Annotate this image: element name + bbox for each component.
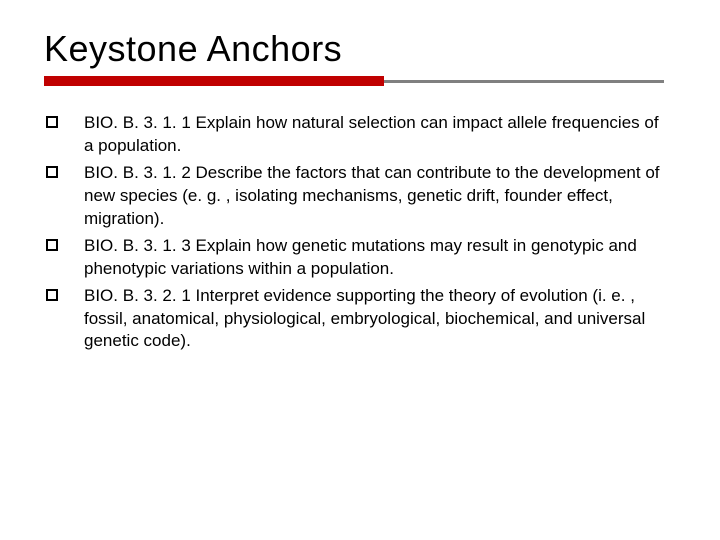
square-bullet-icon — [46, 289, 58, 301]
slide: Keystone Anchors BIO. B. 3. 1. 1 Explain… — [0, 0, 720, 540]
list-item: BIO. B. 3. 1. 1 Explain how natural sele… — [46, 112, 676, 158]
list-item: BIO. B. 3. 1. 2 Describe the factors tha… — [46, 162, 676, 231]
list-item-text: BIO. B. 3. 1. 3 Explain how genetic muta… — [84, 235, 676, 281]
square-bullet-icon — [46, 166, 58, 178]
standard-code: BIO. B. 3. 1. 1 — [84, 113, 191, 132]
list-item: BIO. B. 3. 1. 3 Explain how genetic muta… — [46, 235, 676, 281]
standard-code: BIO. B. 3. 1. 2 — [84, 163, 191, 182]
standard-code: BIO. B. 3. 1. 3 — [84, 236, 191, 255]
title-underline — [44, 76, 676, 90]
list-item-text: BIO. B. 3. 1. 1 Explain how natural sele… — [84, 112, 676, 158]
bullet-list: BIO. B. 3. 1. 1 Explain how natural sele… — [44, 112, 676, 353]
list-item: BIO. B. 3. 2. 1 Interpret evidence suppo… — [46, 285, 676, 354]
square-bullet-icon — [46, 239, 58, 251]
list-item-text: BIO. B. 3. 1. 2 Describe the factors tha… — [84, 162, 676, 231]
list-item-text: BIO. B. 3. 2. 1 Interpret evidence suppo… — [84, 285, 676, 354]
standard-code: BIO. B. 3. 2. 1 — [84, 286, 191, 305]
square-bullet-icon — [46, 116, 58, 128]
page-title: Keystone Anchors — [44, 28, 676, 70]
accent-bar-red — [44, 76, 384, 86]
